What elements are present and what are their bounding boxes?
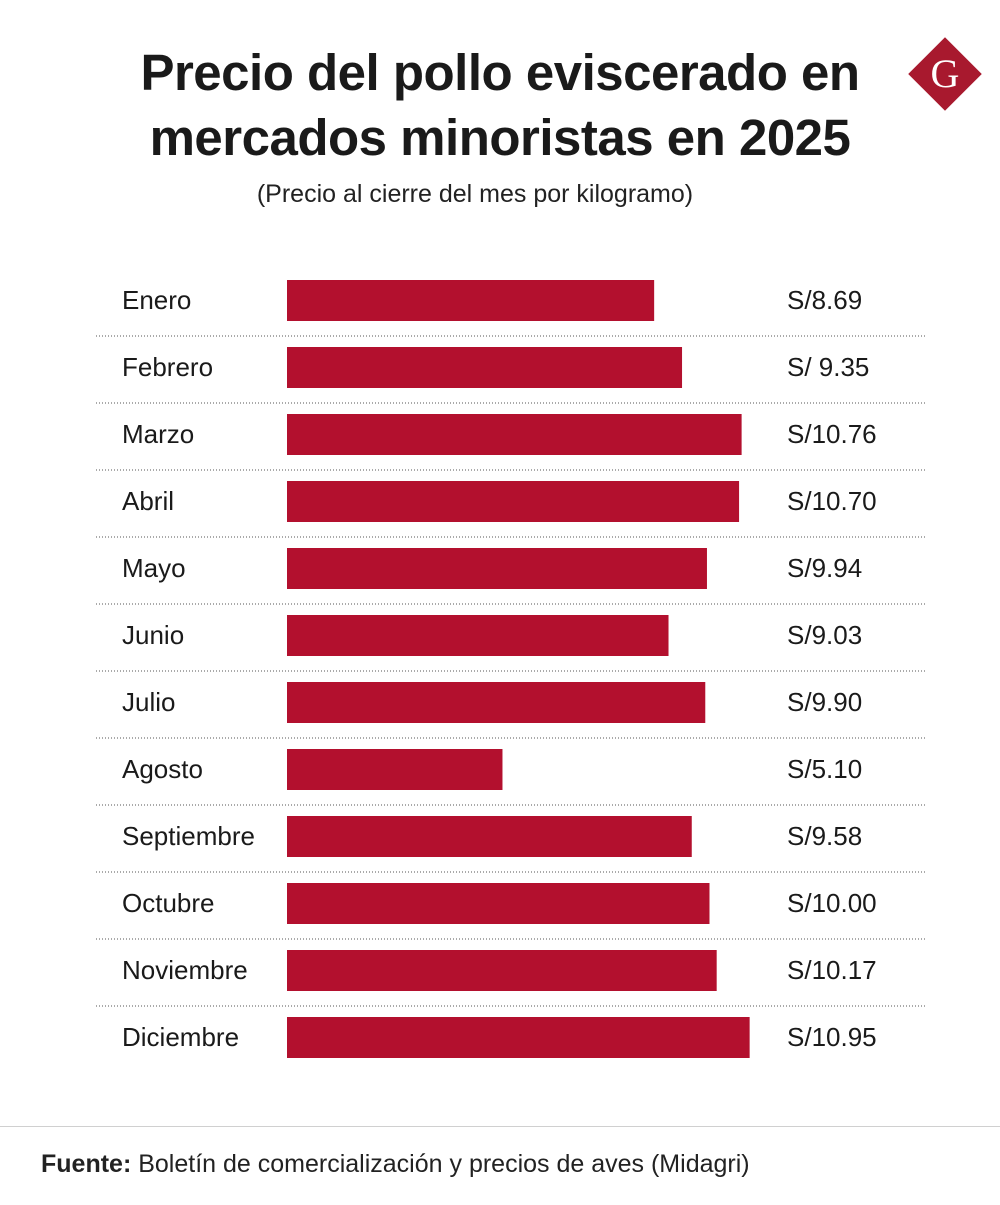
chart-title: Precio del pollo eviscerado en mercados … [60,40,940,170]
value-label: S/9.58 [787,821,862,851]
bar-septiembre [287,816,692,857]
bar-julio [287,682,706,723]
value-label: S/ 9.35 [787,352,869,382]
source-note: Fuente: Boletín de comercialización y pr… [41,1150,750,1179]
source-label: Fuente: [41,1150,132,1178]
value-label: S/8.69 [787,285,862,315]
category-label: Febrero [122,352,213,382]
value-label: S/10.17 [787,955,877,985]
source-text: Boletín de comercialización y precios de… [131,1150,750,1178]
category-label: Agosto [122,754,203,784]
category-label: Mayo [122,553,186,583]
title-line-2: mercados minoristas en 2025 [149,109,851,166]
value-label: S/10.76 [787,419,877,449]
bar-octubre [287,883,710,924]
category-label: Junio [122,620,184,650]
category-label: Enero [122,285,191,315]
category-label: Abril [122,486,174,516]
value-label: S/5.10 [787,754,862,784]
bar-febrero [287,347,683,388]
bar-chart: Enero S/8.69 Febrero S/ 9.35 Marzo S/10.76 Abr… [96,280,926,1058]
svg-text:G: G [931,51,960,96]
category-label: Marzo [122,419,194,449]
category-label: Septiembre [122,821,255,851]
bar-abril [287,481,740,522]
bar-junio [287,615,669,656]
chart-subtitle: (Precio al cierre del mes por kilogramo) [256,180,694,208]
bar-marzo [287,414,742,455]
category-label: Diciembre [122,1022,239,1052]
bar-enero [287,280,655,321]
value-label: S/9.90 [787,687,862,717]
category-label: Noviembre [122,955,248,985]
bar-agosto [287,749,503,790]
footer-divider [0,1126,1000,1127]
category-label: Julio [122,687,175,717]
title-line-1: Precio del pollo eviscerado en [140,44,860,101]
value-label: S/9.94 [787,553,862,583]
bar-diciembre [287,1017,750,1058]
bar-noviembre [287,950,717,991]
logo-icon: G [908,37,982,111]
category-label: Octubre [122,888,215,918]
value-label: S/10.95 [787,1022,877,1052]
bar-mayo [287,548,707,589]
value-label: S/10.70 [787,486,877,516]
value-label: S/10.00 [787,888,877,918]
value-label: S/9.03 [787,620,862,650]
